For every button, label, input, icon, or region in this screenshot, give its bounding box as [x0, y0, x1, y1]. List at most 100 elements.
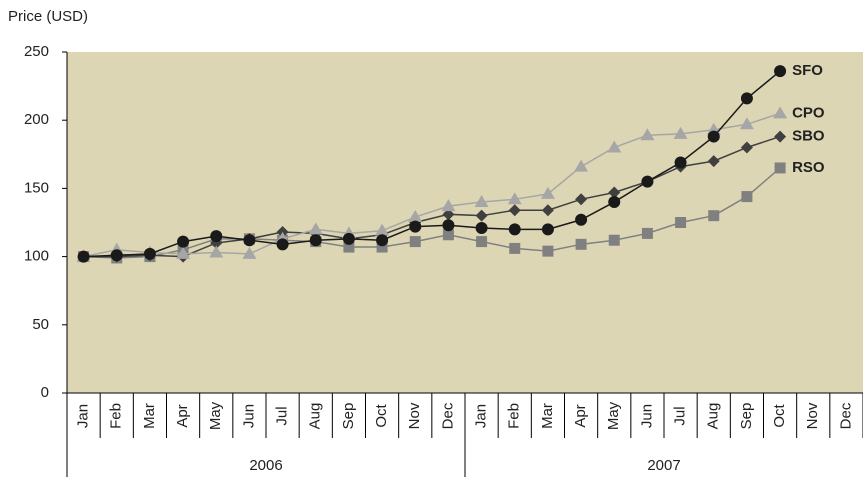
x-tick-label: Feb [108, 403, 125, 429]
marker [474, 195, 489, 208]
marker [773, 106, 788, 119]
marker [708, 210, 720, 222]
x-tick-label: Mar [539, 403, 556, 429]
marker [707, 155, 720, 168]
x-tick-label: May [605, 401, 622, 430]
x-tick-label: Sep [738, 403, 755, 430]
marker [343, 241, 355, 253]
x-tick-label: Jan [473, 404, 490, 428]
marker [739, 117, 754, 130]
x-tick-label: Sep [340, 403, 357, 430]
marker [575, 213, 588, 226]
series-label: SBO [792, 128, 825, 145]
marker [143, 247, 156, 260]
marker [641, 227, 653, 239]
y-tick-label: 0 [41, 384, 49, 401]
marker [508, 204, 521, 217]
marker [574, 159, 589, 172]
marker [442, 229, 454, 241]
marker [640, 128, 655, 141]
y-axis-label: Price (USD) [8, 8, 88, 25]
marker [243, 234, 256, 247]
marker [342, 232, 355, 245]
series-line [83, 70, 781, 258]
marker [740, 141, 753, 154]
y-tick-label: 100 [24, 248, 49, 265]
x-tick-label: Aug [705, 403, 722, 430]
marker [774, 162, 786, 174]
x-tick-label: Apr [572, 404, 589, 427]
y-tick-label: 150 [24, 179, 49, 196]
group-label: 2006 [249, 457, 282, 474]
x-tick-label: Dec [439, 402, 456, 429]
marker [475, 209, 488, 222]
marker [309, 234, 322, 247]
marker [575, 238, 587, 250]
plot-area [67, 52, 863, 393]
marker [673, 126, 688, 139]
series-line [83, 167, 781, 259]
marker [507, 192, 522, 205]
y-tick-label: 250 [24, 43, 49, 60]
marker [608, 186, 621, 199]
marker [641, 175, 654, 188]
marker [276, 238, 289, 251]
x-tick-label: Nov [406, 402, 423, 429]
marker [608, 196, 621, 209]
marker [575, 193, 588, 206]
x-tick-label: Nov [804, 402, 821, 429]
marker [740, 92, 753, 105]
marker [210, 230, 223, 243]
marker [77, 250, 90, 263]
series-line [83, 112, 781, 258]
x-tick-label: Jun [240, 404, 257, 428]
marker [375, 223, 390, 236]
marker [441, 199, 456, 212]
marker [177, 235, 190, 248]
x-tick-label: Jun [638, 404, 655, 428]
series-line [83, 135, 781, 258]
marker [308, 222, 323, 235]
x-tick-label: Feb [506, 403, 523, 429]
marker [774, 65, 787, 78]
series-label: CPO [792, 104, 825, 121]
marker [541, 223, 554, 236]
marker [442, 219, 455, 232]
series-label: SFO [792, 62, 823, 79]
marker [409, 236, 421, 248]
marker [774, 130, 787, 143]
x-tick-label: Jul [274, 406, 291, 425]
y-tick-label: 50 [32, 316, 49, 333]
x-tick-label: Dec [837, 402, 854, 429]
marker [741, 191, 753, 203]
marker [476, 236, 488, 248]
marker [110, 249, 123, 262]
marker [542, 245, 554, 257]
x-tick-label: Oct [771, 404, 788, 428]
group-label: 2007 [647, 457, 680, 474]
marker [608, 234, 620, 246]
x-tick-label: Mar [141, 403, 158, 429]
x-tick-label: May [207, 401, 224, 430]
marker [176, 246, 191, 259]
marker [707, 130, 720, 143]
x-tick-label: Jul [672, 406, 689, 425]
series-label: RSO [792, 159, 825, 176]
x-tick-label: Aug [307, 403, 324, 430]
marker [376, 241, 388, 253]
marker [674, 156, 687, 169]
marker [376, 234, 389, 247]
marker [541, 204, 554, 217]
marker [509, 242, 521, 254]
x-tick-label: Jan [75, 404, 92, 428]
marker [408, 210, 423, 223]
x-tick-label: Oct [373, 404, 390, 428]
y-tick-label: 200 [24, 111, 49, 128]
marker [475, 221, 488, 234]
marker [508, 223, 521, 236]
marker [242, 246, 257, 259]
marker [209, 245, 224, 258]
marker [607, 140, 622, 153]
marker [540, 186, 555, 199]
